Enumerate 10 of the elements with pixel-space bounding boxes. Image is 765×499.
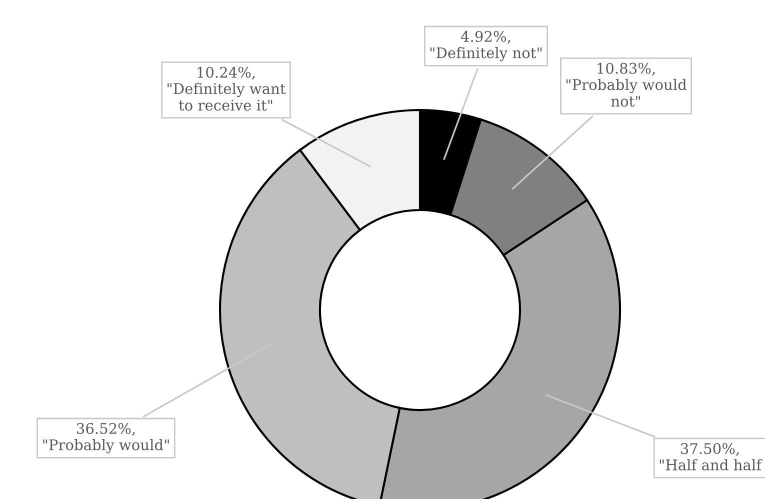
slice-label: "Half and half [660,459,762,470]
data-label: 36.52%, [76,422,135,436]
slice-label: "Probably would not" [566,78,686,107]
slice-label: "Probably would" [43,439,169,454]
slice-label: "Definitely not" [430,47,542,62]
data-label: 37.50%, [680,443,739,456]
data-label: 4.92%, [460,30,510,44]
data-label: 10.83%, [598,62,655,76]
slice-label: "Definitely want to receive it" [168,82,286,111]
data-label: 10.24%, [198,66,255,80]
